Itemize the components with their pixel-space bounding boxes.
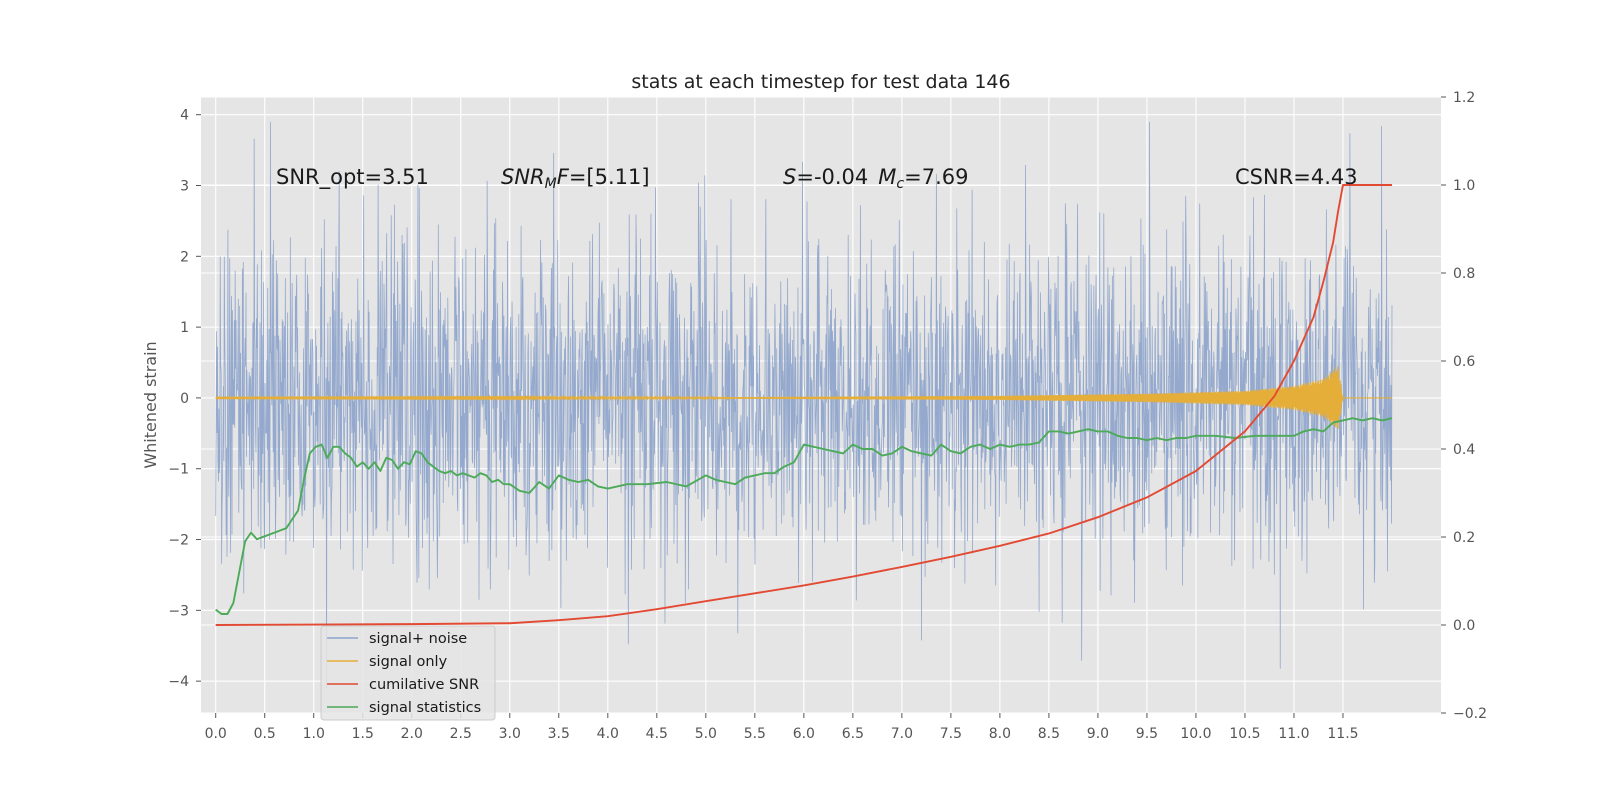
y2-axis-ticks: 1.2 1.0 0.8 0.6 0.4 0.2 0.0 −0.2 (1441, 90, 1487, 722)
x-tick-label: 1.5 (352, 726, 374, 742)
x-tick-label: 4.5 (646, 726, 668, 742)
y-tick-label: 0 (180, 391, 189, 407)
x-tick-label: 8.5 (1038, 726, 1060, 742)
y2-tick-label: 0.0 (1453, 618, 1475, 634)
y-tick-label: 4 (180, 108, 189, 124)
y2-tick-label: 1.2 (1453, 90, 1475, 106)
y-tick-label: −3 (168, 603, 189, 619)
x-tick-label: 3.5 (548, 726, 570, 742)
legend: signal+ noise signal only cumilative SNR… (320, 625, 496, 721)
x-tick-label: 6.0 (793, 726, 815, 742)
x-tick-label: 9.5 (1136, 726, 1158, 742)
y-axis-ticks: 4 3 2 1 0 −1 −2 −3 −4 (168, 108, 201, 690)
annotation-s-mc: S=-0.04 Mc=7.69 (783, 165, 968, 192)
y-tick-label: −2 (168, 533, 189, 549)
chart-title: stats at each timestep for test data 146 (631, 71, 1010, 93)
x-tick-label: 8.0 (989, 726, 1011, 742)
y-tick-label: −1 (168, 462, 189, 478)
annotation-snr-opt: SNR_opt=3.51 (276, 165, 429, 190)
x-tick-label: 5.0 (695, 726, 717, 742)
y-tick-label: 1 (180, 320, 189, 336)
x-tick-label: 3.0 (499, 726, 521, 742)
legend-label-signal-statistics: signal statistics (369, 700, 481, 716)
y2-tick-label: 0.4 (1453, 442, 1475, 458)
signal-only-series (215, 366, 1392, 430)
x-tick-label: 1.0 (303, 726, 325, 742)
x-tick-label: 7.5 (940, 726, 962, 742)
y-axis-label: Whitened strain (141, 341, 160, 468)
x-tick-label: 11.0 (1278, 726, 1309, 742)
annotations: SNR_opt=3.51 SNRMF=[5.11] S=-0.04 Mc=7.69… (276, 165, 1358, 192)
x-tick-label: 0.5 (254, 726, 276, 742)
annotation-csnr: CSNR=4.43 (1235, 165, 1358, 189)
y2-tick-label: 0.8 (1453, 266, 1475, 282)
legend-box (320, 625, 496, 721)
y2-tick-label: 0.6 (1453, 354, 1475, 370)
x-tick-label: 6.5 (842, 726, 864, 742)
x-tick-label: 9.0 (1087, 726, 1109, 742)
x-axis-ticks: 0.0 0.5 1.0 1.5 2.0 2.5 3.0 3.5 4.0 4.5 5.0 5.5 6.0 6… (205, 713, 1359, 742)
legend-label-signal-only: signal only (369, 654, 448, 670)
y2-tick-label: 1.0 (1453, 178, 1475, 194)
y-tick-label: 3 (180, 179, 189, 195)
x-tick-label: 0.0 (205, 726, 227, 742)
signal-statistics-line (215, 417, 1393, 615)
y2-tick-label: −0.2 (1453, 706, 1487, 722)
annotation-snr-mf: SNRMF=[5.11] (501, 165, 650, 192)
x-tick-label: 10.0 (1180, 726, 1211, 742)
y-tick-label: 2 (180, 249, 189, 265)
x-tick-label: 7.0 (891, 726, 913, 742)
signal-only-line (215, 366, 1392, 430)
signal-noise-series (215, 121, 1393, 689)
signal-noise-line (215, 121, 1393, 689)
x-tick-label: 2.5 (450, 726, 472, 742)
cumulative-snr-line (215, 184, 1392, 626)
x-tick-label: 5.5 (744, 726, 766, 742)
signal-statistics-series (215, 417, 1393, 615)
y-tick-label: −4 (168, 674, 189, 690)
x-tick-label: 10.5 (1229, 726, 1260, 742)
x-tick-label: 4.0 (597, 726, 619, 742)
cumulative-snr-series (215, 184, 1392, 626)
legend-label-signal-noise: signal+ noise (369, 631, 467, 647)
legend-label-cumulative-snr: cumilative SNR (369, 677, 479, 693)
y2-tick-label: 0.2 (1453, 530, 1475, 546)
x-tick-label: 2.0 (401, 726, 423, 742)
x-tick-label: 11.5 (1327, 726, 1358, 742)
